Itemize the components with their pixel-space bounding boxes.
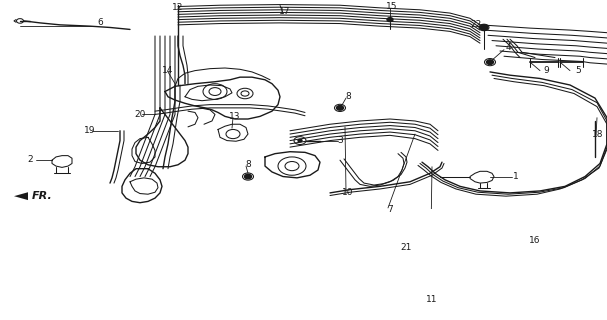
Text: 7: 7 (387, 205, 393, 214)
Text: 3: 3 (337, 136, 343, 145)
Text: 17: 17 (279, 7, 291, 16)
Text: 10: 10 (342, 188, 354, 197)
Circle shape (298, 139, 302, 142)
Text: 20: 20 (134, 110, 146, 119)
Text: 22: 22 (470, 20, 481, 29)
Text: 18: 18 (592, 130, 604, 139)
Text: 14: 14 (162, 66, 174, 75)
Text: 16: 16 (529, 236, 541, 245)
Text: 2: 2 (27, 155, 33, 164)
Circle shape (245, 174, 251, 179)
Polygon shape (14, 192, 28, 200)
Text: 1: 1 (513, 172, 519, 181)
Text: 15: 15 (386, 2, 398, 11)
Text: 11: 11 (426, 295, 438, 304)
Text: 21: 21 (400, 243, 412, 252)
Text: 4: 4 (505, 43, 511, 52)
Circle shape (387, 18, 393, 21)
Circle shape (336, 106, 344, 110)
Text: 12: 12 (172, 3, 184, 12)
Circle shape (486, 60, 493, 64)
Text: 9: 9 (543, 66, 549, 75)
Circle shape (480, 25, 488, 30)
Text: FR.: FR. (32, 191, 53, 201)
Text: 13: 13 (229, 112, 241, 121)
Text: 8: 8 (245, 160, 251, 169)
Text: 5: 5 (575, 66, 581, 75)
Text: 6: 6 (97, 18, 103, 28)
Text: 8: 8 (345, 92, 351, 101)
Text: 19: 19 (84, 126, 96, 135)
